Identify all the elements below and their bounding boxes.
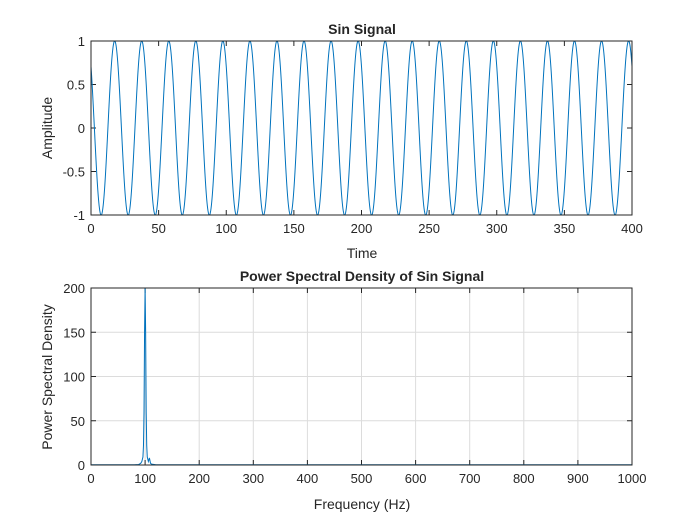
sin-signal-xtick-label: 150 — [283, 221, 305, 236]
psd-xtick-label: 400 — [297, 471, 319, 486]
sin-signal-xlabel: Time — [347, 245, 378, 261]
sin-signal-series — [90, 40, 633, 216]
psd-xtick-label: 700 — [459, 471, 481, 486]
sin-signal-ylabel: Amplitude — [39, 97, 55, 159]
psd-xtick-label: 900 — [567, 471, 589, 486]
sin-signal-axes-box — [90, 40, 633, 216]
psd-xtick-label: 1000 — [618, 471, 647, 486]
psd-xlabel: Frequency (Hz) — [314, 496, 410, 512]
psd-grid — [90, 287, 633, 466]
sin-signal-tick-labels: 0 50 100 150 200 250 300 350 400 -1 -0.5 0 0.5 1 — [63, 34, 643, 236]
sin-signal-xtick-label: 50 — [151, 221, 165, 236]
sin-signal-ytick-label: 0 — [78, 121, 85, 136]
psd-ytick-label: 0 — [78, 458, 85, 473]
psd-xtick-label: 500 — [351, 471, 373, 486]
sin-signal-xtick-label: 200 — [351, 221, 373, 236]
sin-signal-title: Sin Signal — [328, 21, 396, 37]
psd-tick-labels: 0 100 200 300 400 500 600 700 800 900 1000 0 50 100 15… — [63, 281, 646, 486]
sin-signal-xtick-label: 400 — [621, 221, 643, 236]
psd-axes-box — [90, 287, 633, 466]
sin-signal-xtick-label: 300 — [486, 221, 508, 236]
psd-ytick-label: 150 — [63, 325, 85, 340]
sin-signal-xtick-label: 0 — [87, 221, 94, 236]
sin-signal-ytick-label: -0.5 — [63, 165, 85, 180]
sin-signal-ytick-label: -1 — [73, 208, 85, 223]
psd-ytick-label: 50 — [71, 414, 85, 429]
sin-signal-ytick-label: 0.5 — [67, 78, 85, 93]
psd-xtick-label: 300 — [242, 471, 264, 486]
psd-xtick-label: 600 — [405, 471, 427, 486]
sin-signal-plot: Sin Signal 0 50 100 150 200 250 300 350 400 -1 -0.… — [39, 21, 643, 261]
psd-xtick-label: 200 — [188, 471, 210, 486]
sin-signal-xtick-label: 350 — [554, 221, 576, 236]
sin-signal-xtick-label: 100 — [215, 221, 237, 236]
psd-plot: Power Spectral Density of Sin Signal 0 10… — [39, 268, 646, 512]
psd-xtick-label: 0 — [87, 471, 94, 486]
psd-xtick-label: 800 — [513, 471, 535, 486]
psd-title: Power Spectral Density of Sin Signal — [240, 268, 484, 284]
psd-xtick-label: 100 — [134, 471, 156, 486]
sin-signal-xtick-label: 250 — [418, 221, 440, 236]
psd-ytick-label: 200 — [63, 281, 85, 296]
psd-ylabel: Power Spectral Density — [39, 304, 55, 450]
sin-signal-line — [90, 40, 633, 216]
sin-signal-ytick-label: 1 — [78, 34, 85, 49]
psd-ytick-label: 100 — [63, 370, 85, 385]
